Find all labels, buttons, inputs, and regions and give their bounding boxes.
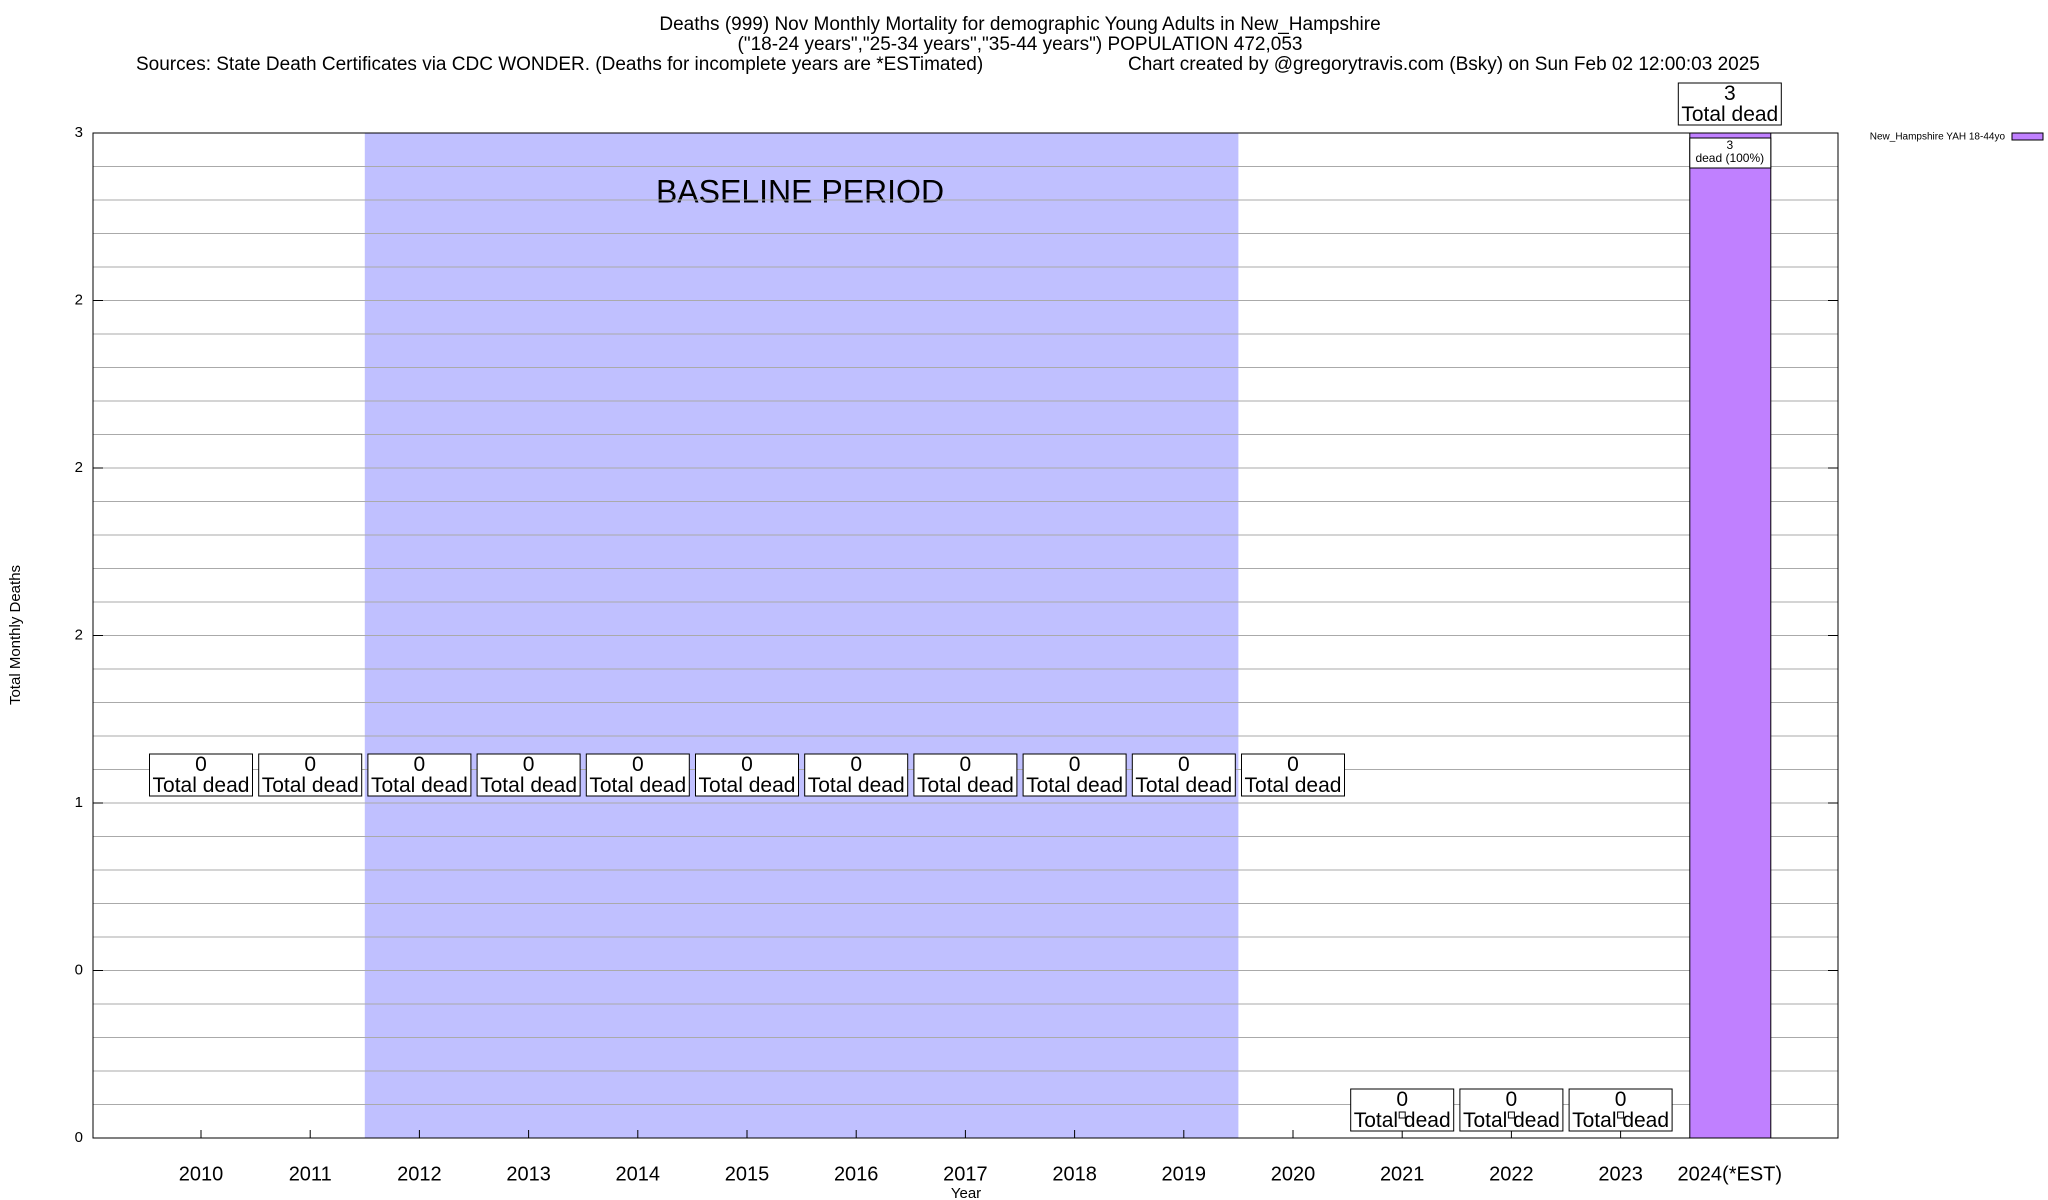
value-label-text: Total dead bbox=[589, 774, 686, 797]
y-tick-label: 3 bbox=[75, 124, 83, 141]
x-tick-label: 2012 bbox=[397, 1163, 442, 1185]
value-label: 0 bbox=[304, 753, 316, 776]
label-box bbox=[585, 753, 690, 797]
value-label-text: Total dead bbox=[1026, 774, 1123, 797]
marker bbox=[1507, 1111, 1515, 1119]
value-label: 0 bbox=[1178, 753, 1190, 776]
value-label: 0 bbox=[523, 753, 535, 776]
bar bbox=[1689, 132, 1772, 1139]
y-tick-label: 0 bbox=[75, 961, 83, 978]
label-box bbox=[1350, 1088, 1455, 1132]
value-label-text: Total dead bbox=[1245, 774, 1342, 797]
x-tick-label: 2011 bbox=[289, 1163, 332, 1185]
x-tick-label: 2010 bbox=[179, 1163, 224, 1185]
value-label: 0 bbox=[1069, 753, 1081, 776]
value-label: 0 bbox=[195, 753, 207, 776]
label-box bbox=[258, 753, 363, 797]
sources: Sources: State Death Certificates via CD… bbox=[136, 54, 983, 75]
value-label-text: Total dead bbox=[262, 774, 359, 797]
x-tick-label: 2017 bbox=[943, 1163, 988, 1185]
y-tick-label: 1 bbox=[75, 794, 83, 811]
x-tick-label: 2016 bbox=[834, 1163, 879, 1185]
x-tick-label: 2024(*EST) bbox=[1678, 1163, 1783, 1185]
value-label: 0 bbox=[1615, 1088, 1627, 1111]
marker bbox=[1617, 1111, 1625, 1119]
value-label: 0 bbox=[1506, 1088, 1518, 1111]
credit: Chart created by @gregorytravis.com (Bsk… bbox=[1128, 54, 1760, 75]
label-box bbox=[1022, 753, 1127, 797]
value-label: 0 bbox=[960, 753, 972, 776]
baseline-label: BASELINE PERIOD bbox=[656, 173, 944, 209]
value-label: 0 bbox=[741, 753, 753, 776]
chart-subtitle: ("18-24 years","25-34 years","35-44 year… bbox=[738, 34, 1303, 55]
value-label: 0 bbox=[632, 753, 644, 776]
label-box bbox=[476, 753, 581, 797]
value-label-text: Total dead bbox=[1681, 103, 1778, 126]
value-label-text: Total dead bbox=[371, 774, 468, 797]
x-tick-label: 2019 bbox=[1162, 1163, 1207, 1185]
value-label-text: Total dead bbox=[1572, 1109, 1669, 1132]
y-tick-label: 2 bbox=[75, 459, 83, 476]
label-box bbox=[1131, 753, 1236, 797]
value-label-text: Total dead bbox=[1135, 774, 1232, 797]
x-tick-label: 2014 bbox=[616, 1163, 661, 1185]
value-label-text: Total dead bbox=[808, 774, 905, 797]
legend-label: New_Hampshire YAH 18-44yo bbox=[1870, 132, 2006, 143]
value-label-text: Total dead bbox=[917, 774, 1014, 797]
x-tick-label: 2023 bbox=[1598, 1163, 1643, 1185]
value-label: 0 bbox=[1396, 1088, 1408, 1111]
label-box bbox=[1459, 1088, 1564, 1132]
value-label-text: Total dead bbox=[480, 774, 577, 797]
value-label: 0 bbox=[414, 753, 426, 776]
y-axis-title: Total Monthly Deaths bbox=[7, 565, 24, 705]
label-box bbox=[804, 753, 909, 797]
value-label: 3 bbox=[1724, 82, 1736, 105]
inner-label-box bbox=[1689, 137, 1772, 169]
plot-frame bbox=[92, 132, 1839, 1139]
value-label: 0 bbox=[850, 753, 862, 776]
legend-swatch bbox=[2011, 132, 2044, 141]
marker bbox=[1398, 1111, 1406, 1119]
chart-title: Deaths (999) Nov Monthly Mortality for d… bbox=[659, 14, 1380, 35]
label-box bbox=[913, 753, 1018, 797]
y-tick-label: 2 bbox=[75, 291, 83, 308]
inner-label-text: dead (100%) bbox=[1695, 151, 1764, 165]
value-label-text: Total dead bbox=[153, 774, 250, 797]
label-box bbox=[149, 753, 253, 797]
value-label-text: Total dead bbox=[1463, 1109, 1560, 1132]
y-tick-label: 2 bbox=[75, 626, 83, 643]
label-box bbox=[1568, 1088, 1673, 1132]
label-box bbox=[1677, 82, 1782, 126]
value-label: 0 bbox=[1287, 753, 1299, 776]
label-box bbox=[1241, 753, 1345, 797]
x-tick-label: 2018 bbox=[1052, 1163, 1097, 1185]
y-tick-label: 0 bbox=[75, 1129, 83, 1146]
value-label-text: Total dead bbox=[1354, 1109, 1451, 1132]
x-tick-label: 2015 bbox=[725, 1163, 770, 1185]
label-box bbox=[367, 753, 472, 797]
x-tick-label: 2022 bbox=[1489, 1163, 1534, 1185]
label-box bbox=[695, 753, 799, 797]
x-axis-title: Year bbox=[951, 1185, 981, 1200]
value-label-text: Total dead bbox=[699, 774, 796, 797]
x-tick-label: 2021 bbox=[1380, 1163, 1425, 1185]
inner-value-label: 3 bbox=[1726, 138, 1733, 152]
x-tick-label: 2020 bbox=[1271, 1163, 1316, 1185]
x-tick-label: 2013 bbox=[506, 1163, 551, 1185]
